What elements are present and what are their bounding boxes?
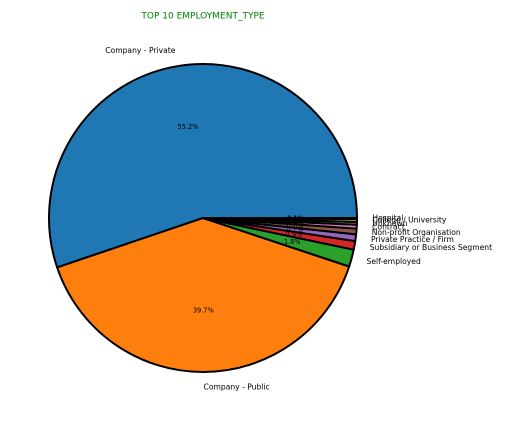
slice-label-company-private: Company - Private <box>105 46 175 55</box>
slice-percent-hospital: 0.1% <box>287 214 304 222</box>
pie-slice-hospital <box>202 217 359 220</box>
slice-percent-company-public: 39.7% <box>193 306 214 314</box>
slice-label-company-public: Company - Public <box>204 382 270 391</box>
slice-percent-self-employed: 1.8% <box>284 238 301 246</box>
pie-slices <box>48 63 359 373</box>
slice-label-hospital: Hospital <box>372 214 403 223</box>
slice-percent-subsidiary-or-business-segment: 0.9% <box>286 230 303 238</box>
slice-labels: Company - Private Company - Public Self-em… <box>105 46 492 392</box>
slice-label-college-university: College / University <box>372 216 447 225</box>
slice-percent-college-university: 0.3% <box>287 215 304 223</box>
slice-label-self-employed: Self-employed <box>367 257 421 266</box>
pie-slice-company-private <box>48 63 358 269</box>
slice-label-subsidiary-or-business-segment: Subsidiary or Business Segment <box>370 243 492 252</box>
slice-label-non-profit-organisation: Non-profit Organisation <box>372 228 461 237</box>
slice-percent-contract: 0.4% <box>287 219 304 227</box>
slice-percent-company-private: 55.2% <box>177 123 198 131</box>
chart-title: TOP 10 EMPLOYMENT_TYPE <box>140 12 264 22</box>
slice-percent-private-practice-firm: 0.7% <box>286 226 303 234</box>
slice-label-unknown: Unknown <box>372 219 407 228</box>
slice-percent-non-profit-organisation: 0.6% <box>287 222 304 230</box>
slice-label-contract: Contract <box>372 223 405 232</box>
slice-percent-labels: 55.2%39.7%1.8%0.9%0.7%0.6%0.4%0.3%0.3%0.… <box>177 123 303 315</box>
slice-percent-unknown: 0.3% <box>287 217 304 225</box>
pie-slice-company-public <box>56 217 351 373</box>
slice-label-private-practice-firm: Private Practice / Firm <box>371 235 454 244</box>
